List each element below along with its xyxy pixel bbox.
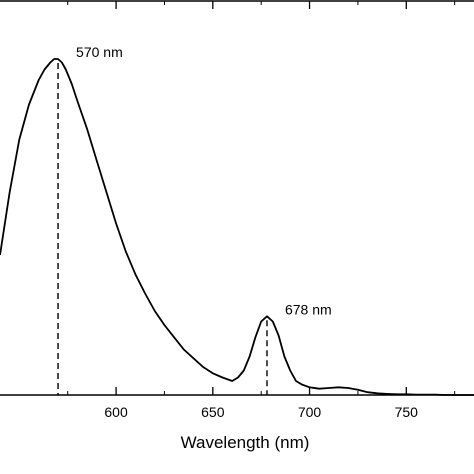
x-tick-label: 750 xyxy=(395,404,419,420)
peak-label: 570 nm xyxy=(76,44,123,60)
x-tick-label: 700 xyxy=(298,404,322,420)
chart-marks xyxy=(0,58,474,396)
axes: 600 650 700 750 xyxy=(0,0,474,420)
annotations: 570 nm 678 nm xyxy=(57,44,332,395)
x-axis-label: Wavelength (nm) xyxy=(181,433,310,452)
spectrum-line xyxy=(0,58,474,396)
peak-label: 678 nm xyxy=(285,301,332,317)
x-tick-label: 600 xyxy=(104,404,128,420)
x-tick-label: 650 xyxy=(201,404,225,420)
